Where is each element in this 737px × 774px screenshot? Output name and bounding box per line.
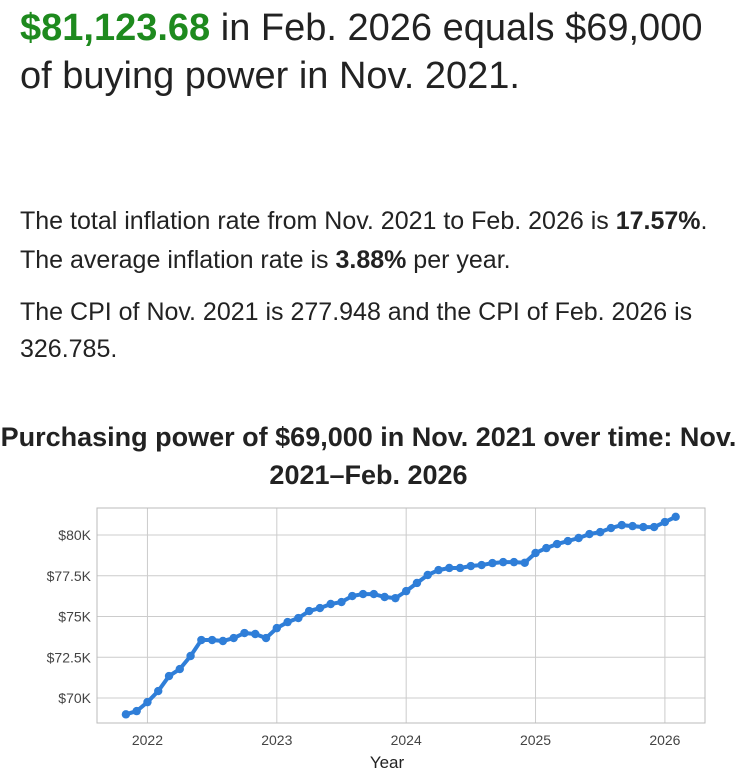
data-point [617, 520, 626, 530]
plot-border [96, 507, 706, 724]
data-point [272, 623, 282, 633]
x-axis-label: Year [370, 753, 405, 772]
y-tick-label: $80K [58, 527, 91, 543]
x-tick-label: 2022 [132, 732, 163, 748]
data-point [315, 603, 325, 613]
grid [97, 508, 705, 723]
data-point [628, 521, 637, 531]
data-point [337, 597, 346, 607]
result-headline: $81,123.68 in Feb. 2026 equals $69,000 o… [20, 4, 720, 100]
data-point [660, 517, 670, 527]
y-tick-label: $75K [58, 609, 91, 625]
cpi-summary: The CPI of Nov. 2021 is 277.948 and the … [20, 298, 693, 363]
data-point [348, 591, 357, 601]
data-point [606, 523, 616, 533]
data-point [585, 529, 594, 539]
summary-text: per year. [406, 246, 511, 274]
data-point [358, 589, 368, 599]
data-point [391, 593, 400, 603]
data-point [207, 635, 217, 645]
data-point [466, 561, 476, 571]
data-point [649, 522, 659, 532]
y-tick-label: $72.5K [47, 649, 92, 665]
y-axis: $70K $72.5K $75K $77.5K $80K [47, 527, 92, 706]
data-point [304, 606, 314, 616]
x-tick-label: 2023 [261, 732, 292, 748]
data-point [434, 565, 443, 575]
total-rate: 17.57% [615, 207, 701, 235]
data-point [412, 578, 422, 588]
result-amount: $81,123.68 [20, 7, 211, 49]
data-point [531, 548, 540, 558]
data-point [164, 671, 174, 681]
data-point [143, 697, 152, 707]
data-point [294, 613, 303, 623]
x-tick-label: 2026 [649, 732, 680, 748]
data-point [563, 536, 573, 546]
data-point [671, 512, 680, 522]
data-point [639, 522, 648, 532]
x-tick-label: 2025 [520, 732, 551, 748]
data-point [218, 636, 228, 646]
chart-title: Purchasing power of $69,000 in Nov. 2021… [0, 422, 737, 490]
data-point [498, 557, 508, 567]
data-point [552, 539, 562, 549]
x-tick-label: 2024 [391, 732, 422, 748]
data-point [229, 633, 238, 643]
data-point [401, 586, 411, 596]
data-point [186, 651, 195, 661]
series-line [125, 515, 677, 717]
data-point [477, 560, 486, 570]
data-point [455, 563, 465, 573]
y-tick-label: $77.5K [47, 568, 92, 584]
summary-text: . The average inflation rate is [20, 207, 708, 274]
data-point [121, 710, 131, 719]
data-point [520, 558, 529, 567]
data-point [596, 527, 605, 537]
data-point [326, 599, 335, 609]
data-point [132, 706, 141, 716]
data-point [574, 533, 583, 543]
data-point [251, 629, 260, 639]
inflation-summary: The total inflation rate from Nov. 2021 … [20, 202, 725, 280]
data-point [197, 635, 206, 645]
result-text: in Feb. 2026 equals $69,000 of buying po… [20, 7, 703, 97]
data-point [445, 563, 454, 573]
data-point [261, 633, 271, 643]
y-tick-label: $70K [58, 690, 91, 706]
data-point [380, 592, 389, 602]
data-point [369, 589, 379, 599]
data-point [542, 543, 551, 553]
purchasing-power-chart: $70K$72.5K$75K$77.5K$80K 2022 2023 2024 202… [47, 507, 706, 772]
summary-text: The total inflation rate from Nov. 2021 … [20, 207, 616, 235]
series-points [121, 512, 680, 719]
data-point [240, 628, 249, 638]
data-point [488, 558, 497, 568]
data-point [509, 557, 519, 567]
data-point [175, 664, 184, 674]
x-axis: 2022 2023 2024 2025 2026 [132, 732, 681, 748]
data-point [283, 617, 292, 627]
data-point [154, 686, 163, 696]
average-rate: 3.88% [335, 246, 407, 274]
data-point [423, 570, 432, 580]
